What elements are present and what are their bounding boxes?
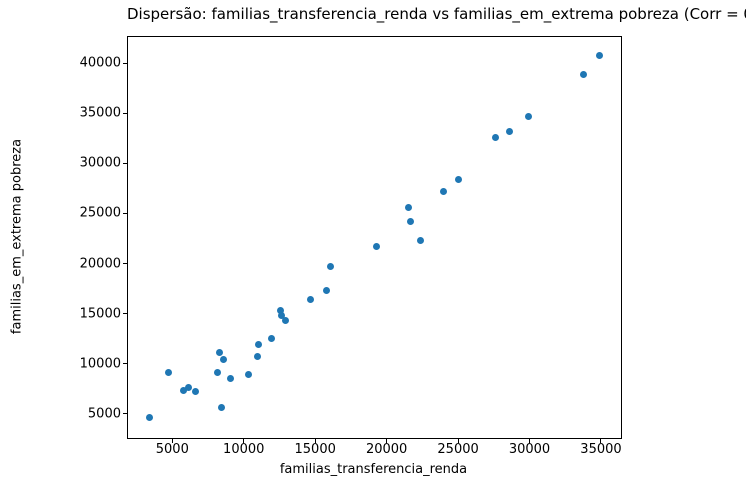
chart-title: Dispersão: familias_transferencia_renda … xyxy=(127,5,746,23)
data-point xyxy=(179,387,187,395)
y-tick-mark xyxy=(123,263,127,265)
y-tick-mark xyxy=(123,212,127,214)
y-tick-label: 10000 xyxy=(79,356,121,372)
x-tick-mark xyxy=(171,439,173,443)
y-tick-mark xyxy=(123,162,127,164)
data-point xyxy=(213,369,221,377)
y-tick-mark xyxy=(123,62,127,64)
data-point xyxy=(417,237,425,244)
data-point xyxy=(326,263,334,271)
data-point xyxy=(253,353,261,361)
data-point xyxy=(245,371,253,379)
y-tick-label: 15000 xyxy=(79,306,121,322)
y-tick-mark xyxy=(123,112,127,114)
data-point xyxy=(192,388,200,396)
data-point xyxy=(491,133,499,141)
data-point xyxy=(323,286,331,294)
plot-area: 5000 10000 15000 20000 25000 30000 35000 5000 10… xyxy=(80,36,622,457)
x-tick-label: 30000 xyxy=(508,442,551,457)
x-tick-mark xyxy=(529,439,531,443)
y-tick-mark xyxy=(123,363,127,365)
data-point xyxy=(215,349,223,357)
x-axis-label: familias_transferencia_renda xyxy=(279,462,468,477)
data-point xyxy=(220,355,228,363)
data-point xyxy=(454,176,462,184)
x-tick-mark xyxy=(243,439,245,443)
data-point xyxy=(227,375,235,383)
y-tick-label: 30000 xyxy=(79,155,121,171)
data-point xyxy=(440,187,448,195)
y-tick-mark xyxy=(123,413,127,415)
x-tick-mark xyxy=(314,439,316,443)
data-point xyxy=(268,334,276,342)
y-tick-mark xyxy=(123,313,127,315)
x-tick-mark xyxy=(600,439,602,443)
data-point xyxy=(404,204,412,212)
x-tick-label: 20000 xyxy=(365,442,408,457)
y-tick-label: 40000 xyxy=(79,55,121,71)
data-point xyxy=(406,217,414,225)
x-tick-label: 15000 xyxy=(294,442,336,457)
data-point xyxy=(596,51,604,59)
y-tick-label: 25000 xyxy=(79,205,121,221)
data-point xyxy=(185,383,193,391)
x-tick-mark xyxy=(457,439,459,443)
data-point xyxy=(281,317,289,325)
x-tick-label: 35000 xyxy=(580,442,622,457)
data-point xyxy=(307,295,315,303)
x-tick-label: 5000 xyxy=(155,442,189,457)
y-axis-label: familias_em_extrema pobreza xyxy=(9,138,25,335)
data-point xyxy=(277,307,285,315)
data-point xyxy=(506,128,514,136)
x-tick-mark xyxy=(386,439,388,443)
data-point xyxy=(373,242,381,250)
data-point xyxy=(145,414,153,422)
data-point xyxy=(278,312,286,320)
data-point xyxy=(165,369,173,377)
x-tick-label: 10000 xyxy=(223,442,265,457)
x-tick-label: 25000 xyxy=(437,442,479,457)
data-point xyxy=(254,341,262,349)
y-tick-label: 5000 xyxy=(87,406,121,422)
y-tick-label: 35000 xyxy=(79,105,121,121)
data-point xyxy=(580,70,588,78)
data-point xyxy=(524,112,532,120)
data-point xyxy=(217,403,225,411)
y-tick-label: 20000 xyxy=(79,256,121,272)
